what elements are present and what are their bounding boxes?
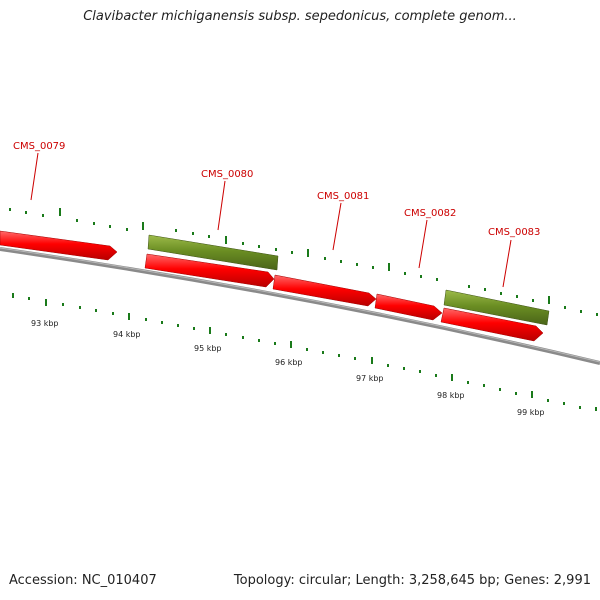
kbp-label: 98 kbp	[437, 391, 465, 400]
outer-tick-ring	[9, 208, 598, 316]
kbp-label: 96 kbp	[275, 358, 303, 367]
green-gene-track	[147, 234, 550, 326]
gene-arrow[interactable]	[440, 307, 544, 342]
kbp-label: 97 kbp	[356, 374, 384, 383]
gene-arrow[interactable]	[0, 230, 118, 261]
genome-backbone-highlight	[0, 247, 600, 363]
gene-bar[interactable]	[443, 289, 550, 326]
label-leaders	[30, 152, 512, 288]
gene-labels: CMS_0079 CMS_0080 CMS_0081 CMS_0082 CMS_…	[13, 141, 540, 238]
gene-bar[interactable]	[147, 234, 279, 271]
gene-label-cms-0083[interactable]: CMS_0083	[488, 227, 540, 238]
gene-arrow[interactable]	[374, 293, 443, 321]
gene-label-cms-0082[interactable]: CMS_0082	[404, 208, 456, 219]
kbp-label: 99 kbp	[517, 408, 545, 417]
forward-gene-track	[0, 230, 544, 342]
gene-label-cms-0081[interactable]: CMS_0081	[317, 191, 369, 202]
map-title: Clavibacter michiganensis subsp. sepedon…	[83, 9, 517, 24]
genome-summary: Topology: circular; Length: 3,258,645 bp…	[233, 573, 591, 588]
accession-label: Accession: NC_010407	[9, 573, 157, 588]
kbp-label: 94 kbp	[113, 330, 141, 339]
inner-tick-ring	[12, 293, 597, 411]
genome-backbone	[0, 247, 600, 365]
kbp-label: 95 kbp	[194, 344, 222, 353]
gene-arrow[interactable]	[272, 274, 377, 307]
gene-arrow[interactable]	[144, 253, 275, 288]
gene-label-cms-0079[interactable]: CMS_0079	[13, 141, 65, 152]
kbp-label: 93 kbp	[31, 319, 59, 328]
scale-labels: 93 kbp 94 kbp 95 kbp 96 kbp 97 kbp 98 kb…	[31, 319, 545, 417]
gene-label-cms-0080[interactable]: CMS_0080	[201, 169, 253, 180]
